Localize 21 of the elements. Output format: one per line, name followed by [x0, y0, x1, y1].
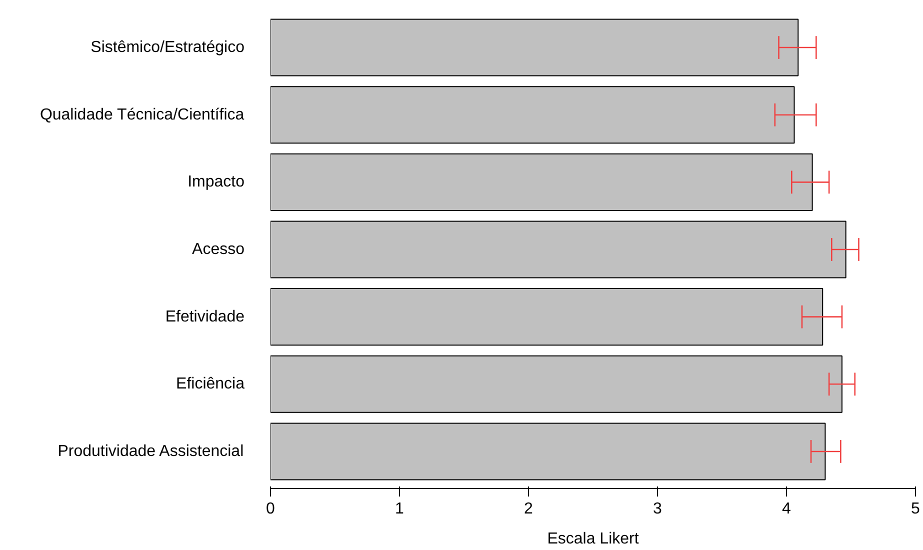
y-tick-label: Eficiência	[176, 376, 245, 393]
bar	[270, 86, 795, 144]
bar	[270, 422, 826, 480]
y-tick-label: Acesso	[192, 241, 245, 258]
bar	[270, 18, 799, 76]
bar	[270, 355, 842, 413]
x-tick-label: 5	[911, 500, 920, 518]
x-axis-title: Escala Likert	[547, 530, 640, 548]
bar	[270, 288, 824, 346]
bar	[270, 220, 846, 278]
y-tick-label: Efetividade	[165, 308, 245, 326]
x-tick-label: 0	[266, 500, 276, 518]
x-tick-label: 3	[653, 500, 662, 518]
x-tick-label: 1	[395, 500, 404, 518]
y-tick-label: Impacto	[188, 174, 245, 191]
y-tick-label: Produtividade Assistencial	[58, 442, 244, 460]
y-tick-label: Qualidade Técnica/Científica	[40, 106, 244, 124]
x-tick-label: 4	[782, 500, 792, 518]
x-tick-label: 2	[524, 500, 534, 518]
y-tick-label: Sistêmico/Estratégico	[90, 39, 245, 56]
bar	[270, 153, 813, 211]
